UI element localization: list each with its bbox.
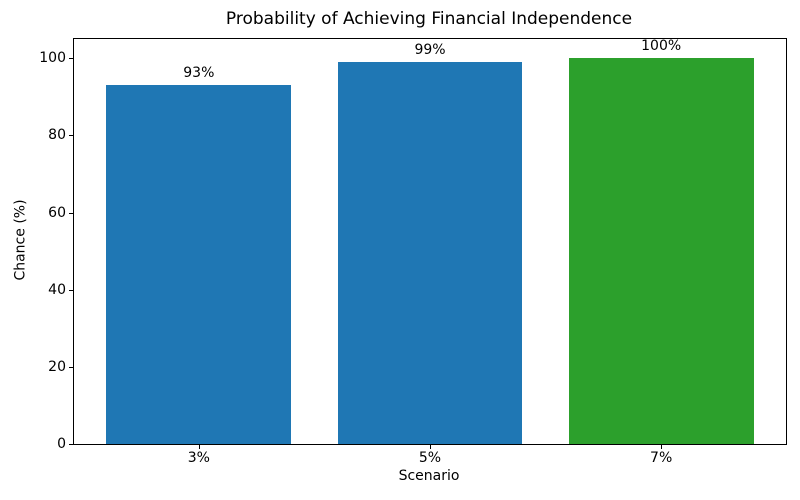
y-tick-mark — [69, 444, 73, 445]
bar-5% — [337, 62, 523, 444]
bar-value-label: 100% — [641, 38, 682, 55]
bar-value-label: 93% — [183, 65, 215, 82]
y-tick-label: 20 — [48, 358, 66, 375]
x-tick-label: 7% — [650, 450, 673, 466]
chart-title: Probability of Achieving Financial Indep… — [225, 9, 633, 29]
bar-7% — [568, 58, 754, 444]
y-tick-mark — [69, 289, 73, 291]
x-tick-label: 3% — [187, 450, 210, 466]
bar-value-label: 99% — [414, 42, 446, 59]
plot-area: 93% 3% 99% 5% 100% 7% 0 20 40 60 80 100 — [39, 38, 787, 466]
x-tick-mark — [430, 445, 431, 449]
x-tick-label: 5% — [418, 450, 442, 466]
y-tick-label: 40 — [48, 281, 66, 298]
y-tick-mark — [69, 58, 73, 60]
x-tick-mark — [661, 445, 663, 449]
x-tick-mark — [198, 445, 200, 449]
y-tick-label: 80 — [48, 127, 66, 144]
y-tick-mark — [69, 366, 73, 368]
y-tick-mark — [69, 135, 73, 137]
y-tick-label: 60 — [48, 204, 66, 221]
y-tick-label: 100 — [39, 50, 66, 67]
y-tick-label: 0 — [57, 436, 66, 452]
y-tick-mark — [69, 212, 73, 214]
x-axis-label: Scenario — [398, 468, 460, 484]
bar-3% — [106, 85, 292, 444]
